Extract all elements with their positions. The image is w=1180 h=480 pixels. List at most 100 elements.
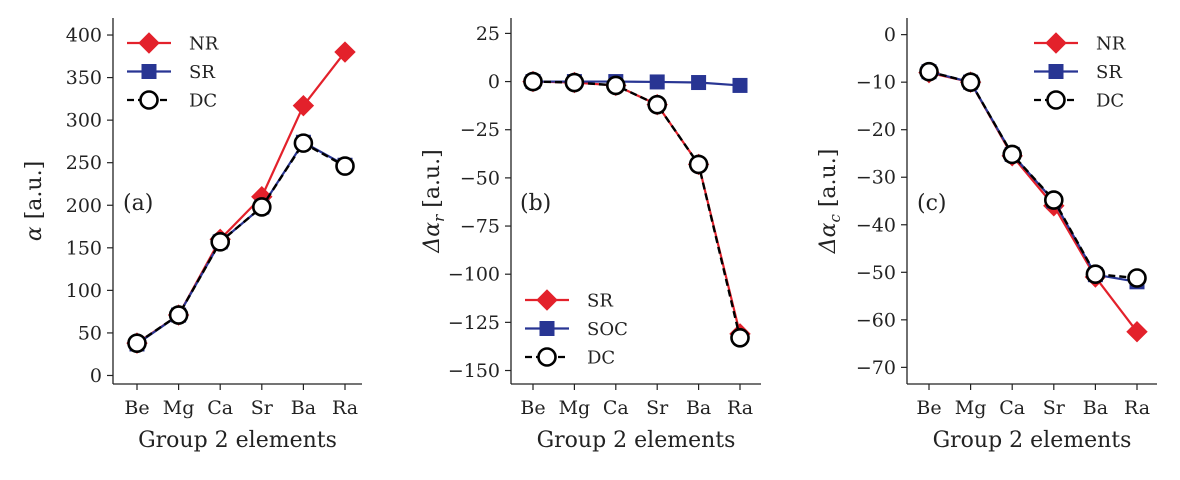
legend-label-soc: SOC [587, 319, 628, 340]
panel-tag: (b) [520, 191, 551, 216]
legend-marker-sr [141, 64, 157, 79]
data-point-dc [1002, 144, 1023, 165]
x-tick-label: Ra [1124, 397, 1150, 419]
legend-label-nr: NR [1096, 34, 1126, 55]
y-axis-label: Δαc [a.u.] [816, 149, 844, 255]
data-point-dc [564, 72, 585, 93]
legend-label-sr: SR [1096, 62, 1122, 83]
y-tick-label: 250 [66, 152, 102, 174]
legend-marker-dc [1046, 90, 1066, 110]
y-axis-label: Δαr [a.u.] [420, 149, 448, 253]
x-tick-label: Sr [1043, 397, 1066, 419]
y-tick-label: 300 [66, 110, 102, 132]
y-tick-label: −25 [460, 119, 500, 141]
series-line-nr [136, 51, 346, 345]
data-point-dc [127, 333, 147, 353]
y-tick-label: 0 [90, 365, 102, 387]
legend-marker-nr [1045, 32, 1067, 54]
x-tick-label: Be [520, 397, 545, 419]
legend: SR SOC DC [525, 289, 628, 369]
y-tick-label: 400 [66, 25, 102, 47]
x-tick-label: Sr [646, 397, 669, 419]
x-tick-label: Ra [727, 397, 753, 419]
x-tick-label: Be [916, 397, 941, 419]
legend: NR SR DC [1034, 32, 1126, 112]
data-point-dc [1085, 264, 1106, 285]
legend-label-dc: DC [1096, 91, 1124, 112]
legend-label-nr: NR [189, 34, 219, 55]
y-tick-label: 25 [476, 23, 500, 45]
legend-label-dc: DC [189, 91, 217, 112]
x-tick-label: Mg [163, 397, 195, 419]
panel-tag: (a) [123, 191, 153, 216]
legend-label-sr: SR [587, 291, 613, 312]
y-tick-label: −125 [448, 312, 500, 334]
data-point-dc [730, 327, 750, 348]
x-axis-label: Group 2 elements [537, 428, 736, 453]
data-point-dc [251, 197, 272, 217]
legend-marker-nr [138, 32, 160, 54]
y-axis-label: α [a.u.] [22, 161, 47, 241]
y-tick-label: 50 [78, 322, 102, 344]
y-tick-label: −50 [856, 262, 896, 284]
data-point-dc [168, 305, 189, 325]
data-point-nr [1126, 321, 1148, 343]
x-tick-label: Ba [291, 397, 316, 419]
data-point-soc [649, 74, 665, 90]
data-point-soc [732, 77, 748, 93]
legend-marker-soc [539, 321, 555, 336]
panel-tag: (c) [917, 191, 947, 216]
data-point-nr [334, 41, 356, 63]
x-tick-label: Ra [332, 397, 358, 419]
y-tick-label: −40 [856, 214, 896, 236]
y-tick-label: −50 [460, 167, 500, 189]
series-line-soc [533, 80, 741, 87]
x-tick-label: Ca [207, 397, 233, 419]
x-tick-label: Ba [1083, 397, 1108, 419]
data-point-soc [691, 75, 707, 91]
x-tick-label: Ca [999, 397, 1025, 419]
y-tick-label: −150 [448, 360, 500, 382]
y-tick-label: −30 [856, 167, 896, 189]
y-tick-label: −60 [856, 309, 896, 331]
y-tick-label: −70 [856, 357, 896, 379]
x-tick-label: Mg [955, 397, 987, 419]
x-tick-label: Be [124, 397, 149, 419]
data-point-dc [1127, 268, 1147, 288]
legend-label-sr: SR [189, 62, 215, 83]
x-tick-label: Ca [603, 397, 629, 419]
x-tick-label: Ba [686, 397, 711, 419]
data-point-dc [293, 133, 314, 153]
series-line-dc [136, 141, 346, 345]
y-tick-label: −20 [856, 119, 896, 141]
legend-marker-dc [139, 90, 159, 110]
y-tick-label: 200 [66, 195, 102, 217]
legend-marker-sr [536, 289, 558, 311]
legend: NR SR DC [127, 32, 219, 112]
x-tick-label: Mg [559, 397, 591, 419]
legend-label-dc: DC [587, 348, 615, 369]
y-tick-label: 350 [66, 67, 102, 89]
series-line-sr [136, 141, 346, 345]
data-point-dc [919, 61, 939, 82]
x-axis-label: Group 2 elements [933, 428, 1132, 453]
legend-marker-sr [1048, 64, 1064, 79]
data-point-dc [335, 156, 355, 176]
panel-a: 0 50 100 150 200 250 300 350 400 Be Mg Ca Sr Ba Ra Grou… [22, 18, 362, 453]
y-tick-label: 0 [488, 71, 500, 93]
panel-b: 25 0 −25 −50 −75 −100 −125 −150 Be Mg Ca Sr Ba Ra Grou… [420, 18, 761, 453]
y-tick-label: 0 [884, 24, 896, 46]
data-point-dc [523, 71, 543, 92]
y-tick-label: −10 [856, 72, 896, 94]
data-point-dc [960, 72, 981, 92]
data-point-dc [688, 154, 709, 175]
x-axis-label: Group 2 elements [138, 428, 337, 453]
data-point-dc [605, 75, 626, 96]
series-line-nr [928, 71, 1138, 333]
data-point-dc [647, 94, 668, 115]
panel-c: 0 −10 −20 −30 −40 −50 −60 −70 Be Mg Ca Sr Ba Ra Group … [816, 18, 1157, 453]
y-tick-label: 100 [66, 280, 102, 302]
y-tick-label: 150 [66, 237, 102, 259]
x-tick-label: Sr [251, 397, 274, 419]
